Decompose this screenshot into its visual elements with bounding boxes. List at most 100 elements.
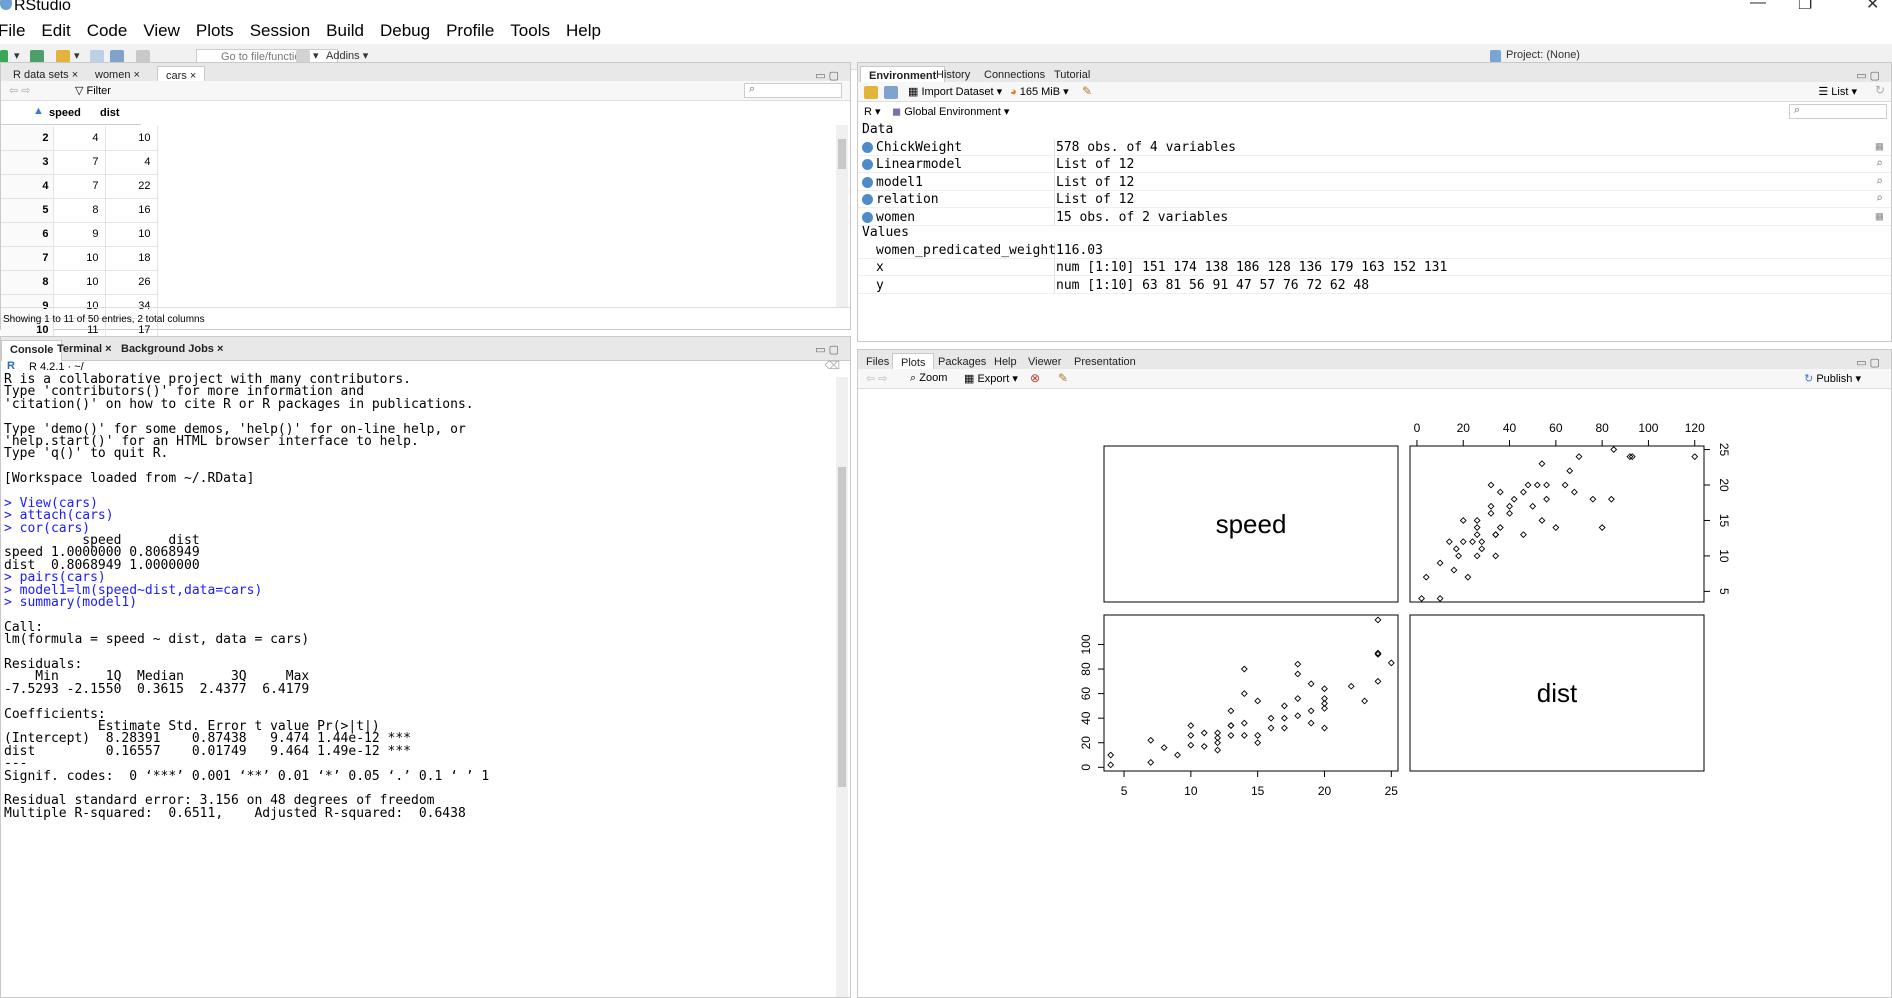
env-row[interactable]: ⌕ Linearmodel List of 12 (858, 156, 1891, 174)
tab-viewer[interactable]: Viewer (1028, 356, 1062, 368)
addins-menu[interactable]: Addins ▾ (326, 50, 369, 62)
save-icon[interactable] (90, 50, 104, 63)
point-dist-vs-speed (1387, 659, 1395, 667)
plot-nav-icon[interactable]: ⇦ ⇨ (866, 373, 888, 385)
env-row[interactable]: women_predicated_weight 116.03 (858, 242, 1891, 259)
column-divider (1054, 242, 1055, 258)
tab-console[interactable]: Console (1, 340, 63, 361)
tab-help[interactable]: Help (994, 356, 1017, 368)
new-file-icon[interactable] (0, 50, 8, 63)
pane-minmax-icon[interactable]: ▭▢ (815, 344, 842, 356)
column-header-dist[interactable]: dist (100, 107, 120, 119)
pane-minmax-icon[interactable]: ▭▢ (1856, 357, 1883, 369)
pane-minmax-icon[interactable]: ▭▢ (1856, 70, 1883, 82)
sort-icon[interactable]: ▲ (33, 105, 44, 117)
zoom-button[interactable]: ⌕ Zoom (910, 372, 947, 385)
console-output[interactable]: R is a collaborative project with many c… (4, 373, 1004, 820)
language-dropdown[interactable]: R ▾ (864, 106, 881, 118)
scroll-thumb[interactable] (838, 467, 846, 787)
menu-debug[interactable]: Debug (379, 21, 431, 40)
refresh-icon[interactable]: ↻ (1874, 83, 1885, 97)
expand-icon[interactable] (862, 194, 873, 206)
close-icon[interactable]: × (133, 69, 140, 81)
env-row[interactable]: x num [1:10] 151 174 138 186 128 136 179 … (858, 259, 1891, 277)
broom-icon[interactable]: ✎ (1058, 371, 1069, 385)
remove-plot-icon[interactable]: ⊗ (1030, 371, 1041, 385)
view-object-icon[interactable]: ⌕ (1875, 191, 1883, 206)
new-file-dropdown-icon[interactable]: ▾ (14, 50, 20, 62)
restore-icon[interactable]: ❐ (1798, 0, 1813, 13)
menu-session[interactable]: Session (249, 21, 311, 40)
close-icon[interactable]: ✕ (1866, 0, 1880, 13)
broom-icon[interactable]: ✎ (1082, 84, 1093, 98)
env-row[interactable]: ▦ ChickWeight 578 obs. of 4 variables (858, 139, 1891, 156)
menu-build[interactable]: Build (326, 21, 364, 40)
data-scrollbar[interactable] (836, 125, 848, 307)
clear-console-icon[interactable]: ⌫ (824, 360, 840, 372)
export-button[interactable]: ▦ Export ▾ (964, 373, 1018, 385)
load-workspace-icon[interactable] (864, 86, 878, 99)
tab-tutorial[interactable]: Tutorial (1054, 69, 1091, 81)
tab-files[interactable]: Files (866, 356, 890, 368)
tab-connections[interactable]: Connections (984, 69, 1046, 81)
menu-plots[interactable]: Plots (195, 21, 234, 40)
column-header-speed[interactable]: speed (49, 107, 81, 119)
close-icon[interactable]: × (105, 343, 112, 355)
tab-plots[interactable]: Plots (892, 353, 935, 374)
minimize-icon[interactable]: — (1750, 0, 1766, 11)
new-project-icon[interactable] (30, 50, 44, 63)
close-icon[interactable]: × (71, 69, 79, 81)
menu-tools[interactable]: Tools (510, 21, 550, 40)
expand-icon[interactable] (862, 142, 873, 153)
close-icon[interactable]: × (216, 343, 224, 355)
env-row[interactable]: ▦ women 15 obs. of 2 variables (858, 208, 1891, 226)
expand-icon[interactable] (862, 159, 873, 171)
tab-women[interactable]: women × (87, 66, 148, 87)
view-mode-button[interactable]: ☰ List ▾ (1818, 86, 1857, 98)
env-row[interactable]: ⌕ model1 List of 12 (858, 173, 1891, 191)
scroll-thumb[interactable] (838, 139, 846, 169)
tab-background-jobs[interactable]: Background Jobs × (113, 340, 231, 361)
env-search-input[interactable]: ⌕ (1789, 104, 1887, 119)
tab-environment[interactable]: Environment (860, 66, 946, 87)
menu-view[interactable]: View (143, 21, 180, 40)
menu-edit[interactable]: Edit (41, 21, 71, 40)
import-dataset-button[interactable]: ▦ Import Dataset ▾ (908, 86, 1003, 98)
back-forward-icon[interactable]: ⇦ ⇨ (9, 85, 31, 97)
view-object-icon[interactable]: ⌕ (1875, 173, 1883, 188)
data-search-input[interactable]: ⌕ (744, 83, 842, 98)
tab-r-data-sets[interactable]: R data sets × (5, 66, 86, 87)
console-output-line: speed dist (4, 533, 200, 549)
expand-icon[interactable] (862, 211, 873, 223)
tab-history[interactable]: History (936, 69, 971, 81)
expand-icon[interactable] (862, 176, 873, 188)
workspace-panes-icon[interactable] (296, 50, 310, 63)
panes-dropdown-icon[interactable]: ▾ (313, 50, 319, 62)
close-icon[interactable]: × (189, 70, 197, 82)
print-icon[interactable] (136, 50, 150, 63)
tab-packages[interactable]: Packages (938, 356, 987, 368)
env-row[interactable]: ⌕ relation List of 12 (858, 191, 1891, 209)
save-workspace-icon[interactable] (884, 86, 898, 99)
tab-presentation[interactable]: Presentation (1074, 356, 1136, 368)
menu-code[interactable]: Code (86, 21, 128, 40)
open-file-icon[interactable] (56, 50, 70, 63)
open-file-dropdown-icon[interactable]: ▾ (74, 50, 80, 62)
view-table-icon[interactable]: ▦ (1875, 208, 1883, 223)
menu-help[interactable]: Help (565, 21, 601, 40)
save-all-icon[interactable] (110, 50, 124, 63)
console-scrollbar[interactable] (836, 377, 848, 997)
memory-usage-button[interactable]: ◕ 165 MiB ▾ (1010, 86, 1069, 98)
project-menu[interactable]: Project: (None) (1506, 49, 1580, 61)
env-row[interactable]: y num [1:10] 63 81 56 91 47 57 76 72 62 4… (858, 276, 1891, 294)
menu-file[interactable]: File (0, 21, 26, 40)
tick-label-bottom: 25 (1385, 784, 1399, 798)
menu-profile[interactable]: Profile (446, 21, 495, 40)
pane-minmax-icon[interactable]: ▭▢ (815, 70, 842, 82)
filter-button[interactable]: ▽ Filter (75, 85, 111, 97)
tab-terminal[interactable]: Terminal × (49, 340, 120, 361)
publish-button[interactable]: ↻ Publish ▾ (1804, 373, 1861, 385)
view-object-icon[interactable]: ⌕ (1875, 156, 1883, 171)
view-table-icon[interactable]: ▦ (1875, 139, 1883, 153)
environment-dropdown[interactable]: ◼ Global Environment ▾ (892, 106, 1010, 118)
